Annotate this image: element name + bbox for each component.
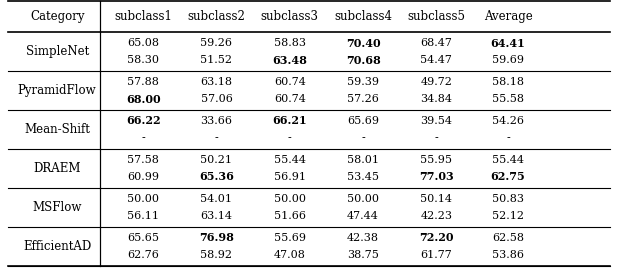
Text: 52.12: 52.12 [492,211,524,221]
Text: 65.69: 65.69 [347,116,379,126]
Text: 56.91: 56.91 [274,172,306,182]
Text: -: - [141,133,145,143]
Text: 60.74: 60.74 [274,94,306,104]
Text: 50.14: 50.14 [420,194,452,204]
Text: 58.83: 58.83 [274,38,306,48]
Text: 51.52: 51.52 [200,55,232,65]
Text: 54.47: 54.47 [420,55,452,65]
Text: Mean-Shift: Mean-Shift [24,123,90,136]
Text: 42.23: 42.23 [420,211,452,221]
Text: 57.58: 57.58 [127,155,159,165]
Text: 64.41: 64.41 [491,38,525,49]
Text: 39.54: 39.54 [420,116,452,126]
Text: subclass1: subclass1 [114,10,172,23]
Text: subclass5: subclass5 [407,10,465,23]
Text: 62.76: 62.76 [127,250,159,260]
Text: 55.44: 55.44 [274,155,306,165]
Text: 63.18: 63.18 [200,77,232,87]
Text: 54.01: 54.01 [200,194,232,204]
Text: 49.72: 49.72 [420,77,452,87]
Text: 50.83: 50.83 [492,194,524,204]
Text: 38.75: 38.75 [347,250,379,260]
Text: 47.08: 47.08 [274,250,306,260]
Text: 72.20: 72.20 [419,232,454,243]
Text: -: - [361,133,365,143]
Text: subclass3: subclass3 [260,10,319,23]
Text: 55.44: 55.44 [492,155,524,165]
Text: MSFlow: MSFlow [33,201,82,214]
Text: 53.86: 53.86 [492,250,524,260]
Text: 65.08: 65.08 [127,38,159,48]
Text: 58.18: 58.18 [492,77,524,87]
Text: 62.58: 62.58 [492,233,524,243]
Text: 33.66: 33.66 [200,116,232,126]
Text: 70.40: 70.40 [346,38,380,49]
Text: 54.26: 54.26 [492,116,524,126]
Text: 57.26: 57.26 [347,94,379,104]
Text: 77.03: 77.03 [419,172,454,182]
Text: 63.14: 63.14 [200,211,232,221]
Text: 60.99: 60.99 [127,172,159,182]
Text: 58.92: 58.92 [200,250,232,260]
Text: 57.06: 57.06 [200,94,232,104]
Text: 68.47: 68.47 [420,38,452,48]
Text: 65.36: 65.36 [199,172,234,182]
Text: 63.48: 63.48 [272,55,307,66]
Text: 58.01: 58.01 [347,155,379,165]
Text: EfficientAD: EfficientAD [23,240,92,253]
Text: 53.45: 53.45 [347,172,379,182]
Text: 51.66: 51.66 [274,211,306,221]
Text: 56.11: 56.11 [127,211,159,221]
Text: -: - [214,133,218,143]
Text: 55.69: 55.69 [274,233,306,243]
Text: 66.22: 66.22 [126,115,161,126]
Text: 68.00: 68.00 [126,93,161,105]
Text: 59.26: 59.26 [200,38,232,48]
Text: 70.68: 70.68 [346,55,380,66]
Text: 60.74: 60.74 [274,77,306,87]
Text: 76.98: 76.98 [199,232,234,243]
Text: Category: Category [30,10,84,23]
Text: DRAEM: DRAEM [33,162,81,175]
Text: 50.21: 50.21 [200,155,232,165]
Text: 47.44: 47.44 [347,211,379,221]
Text: -: - [435,133,438,143]
Text: -: - [288,133,292,143]
Text: 50.00: 50.00 [127,194,159,204]
Text: -: - [506,133,510,143]
Text: 50.00: 50.00 [274,194,306,204]
Text: 62.75: 62.75 [491,172,525,182]
Text: 55.95: 55.95 [420,155,452,165]
Text: 50.00: 50.00 [347,194,379,204]
Text: 58.30: 58.30 [127,55,159,65]
Text: 42.38: 42.38 [347,233,379,243]
Text: 61.77: 61.77 [420,250,452,260]
Text: 57.88: 57.88 [127,77,159,87]
Text: subclass4: subclass4 [334,10,392,23]
Text: subclass2: subclass2 [188,10,245,23]
Text: 34.84: 34.84 [420,94,452,104]
Text: PyramidFlow: PyramidFlow [18,84,97,97]
Text: 66.21: 66.21 [273,115,307,126]
Text: 59.39: 59.39 [347,77,379,87]
Text: SimpleNet: SimpleNet [26,45,89,58]
Text: Average: Average [484,10,532,23]
Text: 55.58: 55.58 [492,94,524,104]
Text: 59.69: 59.69 [492,55,524,65]
Text: 65.65: 65.65 [127,233,159,243]
